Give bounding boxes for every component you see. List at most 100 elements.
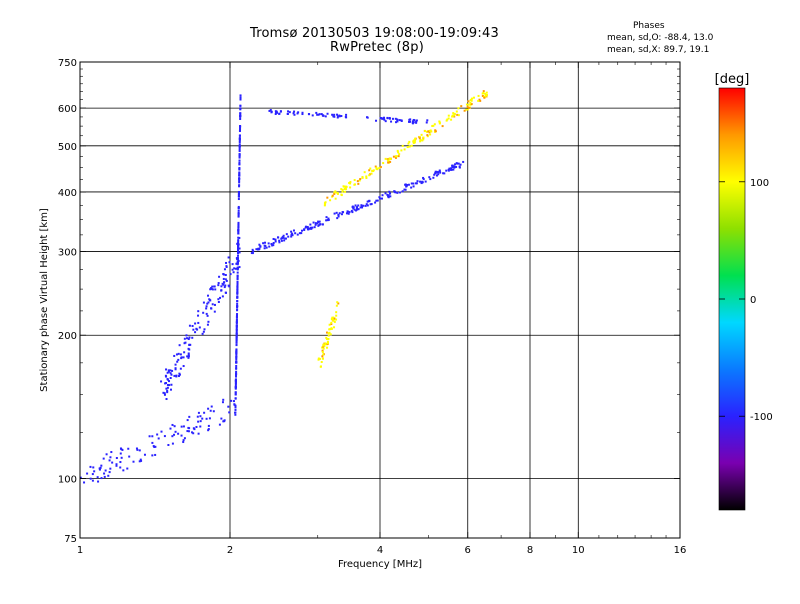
data-point xyxy=(438,122,441,125)
data-point xyxy=(368,174,371,177)
data-point xyxy=(237,206,240,209)
data-point xyxy=(311,114,314,117)
data-point xyxy=(239,96,242,99)
data-point xyxy=(276,111,279,114)
data-point xyxy=(378,196,381,199)
data-point xyxy=(327,337,330,340)
data-point xyxy=(105,453,108,456)
data-point xyxy=(262,242,265,245)
data-point xyxy=(405,185,408,188)
data-point xyxy=(237,240,240,243)
data-point xyxy=(410,144,413,147)
data-point xyxy=(171,435,174,438)
data-point xyxy=(343,185,346,188)
data-point xyxy=(218,423,221,426)
data-point xyxy=(290,233,293,236)
data-point xyxy=(484,92,487,95)
data-point xyxy=(221,401,224,404)
data-point xyxy=(335,304,338,307)
data-point xyxy=(136,448,139,451)
data-point xyxy=(222,273,225,276)
data-point xyxy=(115,464,118,467)
data-point xyxy=(359,178,362,181)
data-point xyxy=(183,437,186,440)
data-point xyxy=(356,180,359,183)
data-point xyxy=(174,363,177,366)
data-point xyxy=(167,444,170,447)
data-point xyxy=(92,466,95,469)
data-point xyxy=(419,138,422,141)
data-point xyxy=(433,123,436,126)
x-tick-label: 6 xyxy=(465,545,471,556)
data-point xyxy=(467,103,470,106)
data-point xyxy=(250,252,253,255)
data-point xyxy=(278,112,281,115)
data-point xyxy=(223,420,226,423)
data-point xyxy=(205,305,208,308)
data-point xyxy=(218,275,221,278)
data-point xyxy=(238,177,241,180)
data-point xyxy=(148,435,151,438)
data-point xyxy=(140,459,143,462)
data-point xyxy=(170,383,173,386)
data-point xyxy=(410,186,413,189)
data-point xyxy=(398,191,401,194)
data-point xyxy=(235,350,238,353)
data-point xyxy=(285,233,288,236)
data-point xyxy=(425,121,428,124)
data-point xyxy=(418,137,421,140)
data-point xyxy=(251,252,254,255)
data-point xyxy=(434,172,437,175)
data-point xyxy=(331,317,334,320)
data-point xyxy=(363,171,366,174)
data-point xyxy=(380,197,383,200)
data-point xyxy=(326,112,329,115)
data-point xyxy=(437,171,440,174)
data-point xyxy=(237,249,240,252)
data-point xyxy=(300,232,303,235)
data-point xyxy=(235,316,238,319)
data-point xyxy=(196,415,199,418)
data-point xyxy=(287,235,290,238)
y-tick-label: 100 xyxy=(58,475,77,486)
data-point xyxy=(400,119,403,122)
data-point xyxy=(236,285,239,288)
data-point xyxy=(317,221,320,224)
data-point xyxy=(217,284,220,287)
data-point xyxy=(100,464,103,467)
data-point xyxy=(307,113,310,116)
data-point xyxy=(187,356,190,359)
data-point xyxy=(392,155,395,158)
data-point xyxy=(236,308,239,311)
data-point xyxy=(169,376,172,379)
data-point xyxy=(351,206,354,209)
data-point xyxy=(197,420,200,423)
data-point xyxy=(465,108,468,111)
data-point xyxy=(301,113,304,116)
data-point xyxy=(108,459,111,462)
data-point xyxy=(434,130,437,133)
data-point xyxy=(293,113,296,116)
data-point xyxy=(220,417,223,420)
data-point xyxy=(237,215,240,218)
data-point xyxy=(160,380,163,383)
data-point xyxy=(234,380,237,383)
data-point xyxy=(235,361,238,364)
data-point xyxy=(424,130,427,133)
data-point xyxy=(447,117,450,120)
data-point xyxy=(452,114,455,117)
chart-title: Tromsø 20130503 19:08:00-19:09:43 xyxy=(250,26,499,41)
data-point xyxy=(224,278,227,281)
data-point xyxy=(187,355,190,358)
data-point xyxy=(234,374,237,377)
data-point xyxy=(180,425,183,428)
data-point xyxy=(438,120,441,123)
data-point xyxy=(157,437,160,440)
data-point xyxy=(455,165,458,168)
data-point xyxy=(397,151,400,154)
data-point xyxy=(103,472,106,475)
data-point xyxy=(305,225,308,228)
data-point xyxy=(178,373,181,376)
data-point xyxy=(274,238,277,241)
data-point xyxy=(238,148,241,151)
